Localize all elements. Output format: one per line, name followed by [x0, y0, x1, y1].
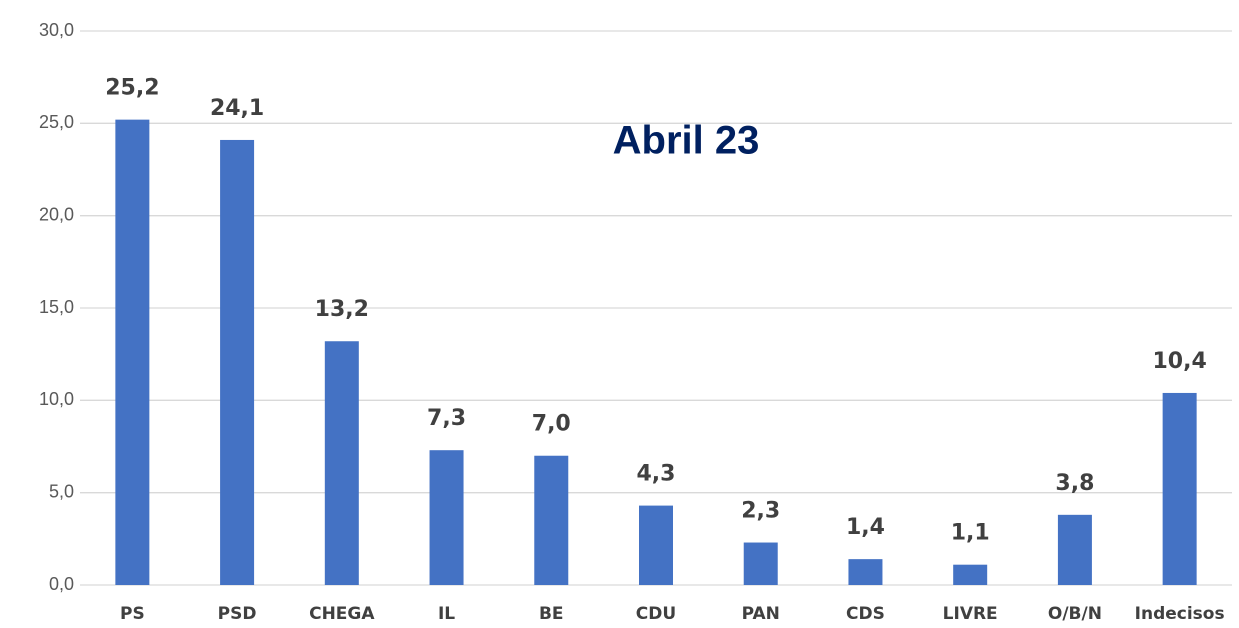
- x-tick-label: PSD: [218, 604, 257, 624]
- bar: [429, 450, 464, 585]
- y-tick-label: 10,0: [39, 389, 74, 409]
- y-tick-label: 0,0: [49, 574, 74, 594]
- x-tick-label: IL: [438, 604, 455, 624]
- chart-title: Abril 23: [613, 119, 760, 163]
- value-label: 3,8: [1055, 471, 1094, 496]
- value-label: 24,1: [210, 96, 264, 121]
- value-label: 1,1: [951, 521, 990, 546]
- x-tick-label: Indecisos: [1135, 604, 1225, 624]
- bar: [743, 542, 778, 585]
- bar: [220, 139, 255, 585]
- x-tick-label: LIVRE: [943, 604, 998, 624]
- value-label: 7,0: [532, 412, 571, 437]
- x-tick-label: CDU: [636, 604, 676, 624]
- value-label: 25,2: [105, 76, 159, 101]
- x-tick-label: PS: [120, 604, 145, 624]
- value-label: 4,3: [637, 462, 676, 487]
- y-tick-label: 5,0: [49, 481, 74, 501]
- value-label: 10,4: [1152, 349, 1206, 374]
- bar: [639, 505, 673, 585]
- bar: [1057, 514, 1092, 585]
- x-tick-label: CDS: [846, 604, 885, 624]
- y-tick-label: 25,0: [39, 112, 74, 132]
- x-tick-label: BE: [539, 604, 564, 624]
- bar: [953, 564, 988, 585]
- bar: [115, 119, 150, 585]
- value-label: 7,3: [427, 406, 466, 431]
- bar: [534, 455, 569, 585]
- value-label: 2,3: [741, 499, 780, 524]
- bar: [1162, 392, 1197, 585]
- x-tick-label: O/B/N: [1048, 604, 1102, 624]
- value-label: 1,4: [846, 515, 885, 540]
- value-label: 13,2: [315, 297, 369, 322]
- y-tick-label: 30,0: [39, 20, 74, 40]
- x-tick-label: CHEGA: [309, 604, 375, 624]
- x-tick-label: PAN: [742, 604, 780, 624]
- bar: [848, 559, 883, 585]
- y-tick-label: 15,0: [39, 297, 74, 317]
- bar: [324, 341, 359, 585]
- y-tick-label: 20,0: [39, 204, 74, 224]
